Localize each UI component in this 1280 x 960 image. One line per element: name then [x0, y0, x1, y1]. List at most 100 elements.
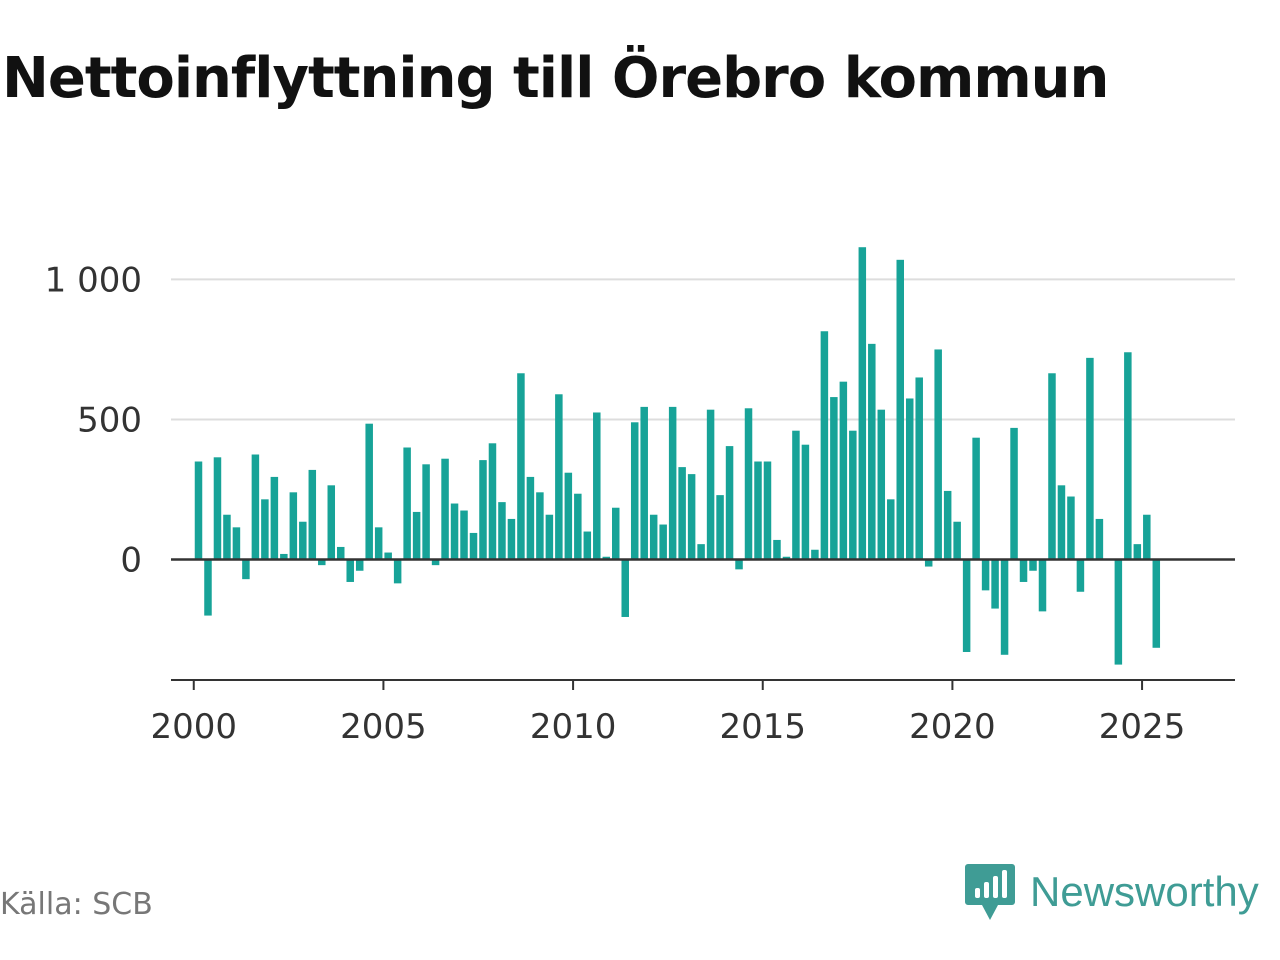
bar	[630, 422, 639, 560]
axes: 0 500 1 000 2000 2005 2010 2015 2020 2025	[45, 260, 1235, 747]
bar	[763, 461, 772, 560]
bar	[792, 430, 800, 560]
bar	[754, 461, 762, 560]
bar	[412, 511, 421, 560]
bar	[488, 443, 497, 560]
bar	[574, 493, 582, 560]
bar	[318, 559, 326, 566]
source-note: Källa: SCB	[0, 887, 153, 922]
bar	[649, 514, 658, 560]
bar	[507, 518, 516, 560]
bar	[384, 552, 392, 560]
bar	[403, 447, 411, 560]
bar	[687, 474, 696, 560]
bar	[934, 349, 942, 560]
bar	[242, 559, 250, 580]
brand-name: Newsworthy	[1030, 868, 1259, 915]
bar	[953, 521, 961, 560]
bar	[1010, 427, 1018, 560]
bar	[498, 502, 506, 560]
bar	[289, 492, 298, 560]
y-tick-label: 1 000	[45, 260, 142, 300]
x-tick-label: 2020	[909, 707, 996, 747]
bar	[820, 331, 829, 560]
bar	[915, 377, 923, 560]
bar	[943, 490, 952, 560]
bar	[706, 409, 715, 560]
bar	[1124, 352, 1132, 560]
bar	[602, 556, 611, 560]
grid-lines	[171, 278, 1235, 421]
bar	[1133, 544, 1142, 560]
bar	[299, 521, 307, 560]
bar	[924, 559, 933, 567]
bar	[270, 476, 279, 560]
bar	[716, 495, 724, 560]
bar	[280, 553, 288, 560]
bar	[526, 476, 535, 560]
bar	[744, 408, 753, 560]
bar	[374, 527, 383, 560]
bar	[1086, 357, 1094, 560]
y-tick-label: 0	[120, 541, 142, 581]
y-tick-label: 500	[77, 400, 142, 440]
bar	[1057, 485, 1066, 560]
x-tick-label: 2010	[530, 707, 617, 747]
bar	[849, 430, 857, 560]
bar	[365, 423, 373, 560]
bar	[811, 549, 819, 560]
bar	[545, 514, 554, 560]
bar	[308, 469, 317, 560]
x-tick-label: 2005	[340, 707, 427, 747]
bar	[896, 259, 904, 560]
bar	[801, 444, 810, 560]
bar	[346, 559, 354, 582]
bar	[697, 544, 705, 560]
bar	[204, 559, 212, 616]
newsworthy-logo-icon	[965, 864, 1015, 920]
bar	[517, 373, 525, 560]
bar	[422, 464, 430, 560]
bar	[1048, 373, 1056, 560]
bar	[868, 343, 876, 560]
chart-title: Nettoinflyttning till Örebro kommun	[2, 46, 1109, 111]
bar	[991, 559, 999, 609]
bar	[1076, 559, 1085, 592]
bar	[232, 527, 241, 560]
bar	[735, 559, 743, 570]
bar	[441, 458, 449, 560]
bar	[469, 532, 478, 560]
bar	[1114, 559, 1123, 665]
brand-logo[interactable]: Newsworthy	[964, 862, 1259, 922]
bar	[1029, 559, 1037, 571]
bars	[194, 247, 1161, 665]
x-tick-label: 2015	[719, 707, 806, 747]
bar	[450, 503, 459, 560]
bar	[536, 492, 544, 560]
bar	[678, 467, 686, 560]
bar	[393, 559, 402, 584]
bar	[839, 381, 848, 560]
bar	[659, 524, 667, 560]
bar	[830, 397, 838, 560]
bar	[1143, 514, 1151, 560]
bar	[1019, 559, 1028, 582]
bar	[194, 461, 203, 560]
bar	[251, 454, 260, 560]
bar	[773, 539, 781, 560]
bar	[621, 559, 629, 617]
x-tick-label: 2000	[150, 707, 237, 747]
bar	[479, 460, 487, 560]
bar	[1152, 559, 1161, 648]
bar	[981, 559, 990, 591]
bar	[668, 406, 677, 560]
bar	[355, 559, 364, 571]
bar	[555, 394, 563, 560]
bar	[725, 446, 734, 560]
bar	[213, 457, 222, 560]
bar	[460, 510, 468, 560]
bar	[564, 472, 573, 560]
bar	[887, 499, 895, 560]
bar	[640, 406, 648, 560]
